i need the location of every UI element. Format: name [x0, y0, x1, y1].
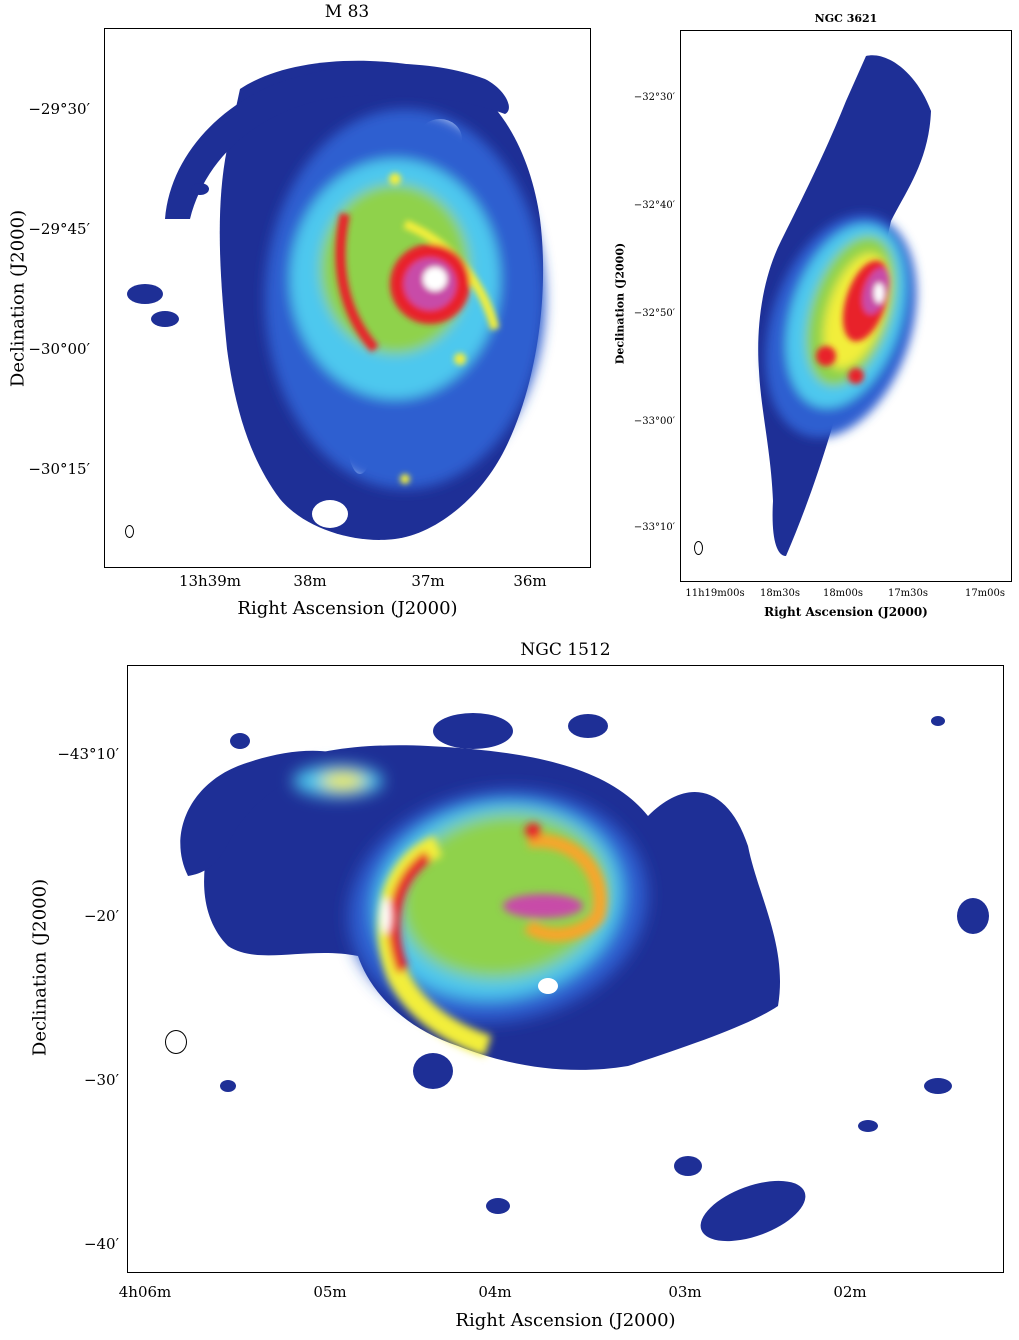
ngc3621-title: NGC 3621 [814, 12, 878, 25]
ngc1512-title: NGC 1512 [520, 640, 611, 660]
ngc1512-ylabel: Declination (J2000) [29, 878, 51, 1057]
m83-ytick-1: −29°30′ [28, 100, 90, 118]
m83-title: M 83 [324, 2, 370, 22]
ngc1512-xtick-1: 4h06m [118, 1283, 172, 1301]
m83-xtick-4: 36m [513, 572, 547, 590]
ngc1512-hi-map [180, 713, 989, 1242]
ngc3621-panel: NGC 3621 −32°30′ −32°40′ [610, 0, 1019, 630]
ngc1512-beam-ellipse [165, 1030, 187, 1054]
ngc1512-panel: NGC 1512 [0, 635, 1019, 1340]
ngc3621-ytick-3: −32°50′ [633, 308, 675, 319]
ngc3621-ytick-4: −33°00′ [633, 416, 675, 427]
m83-hi-map [127, 60, 545, 540]
ngc1512-xtick-5: 02m [833, 1283, 867, 1301]
m83-image [104, 28, 591, 568]
m83-ytick-3: −30°00′ [28, 340, 90, 358]
ngc1512-xtick-3: 04m [478, 1283, 512, 1301]
ngc3621-xtick-3: 18m00s [822, 588, 864, 599]
ngc1512-ytick-2: −20′ [83, 907, 119, 925]
ngc3621-xlabel: Right Ascension (J2000) [764, 605, 928, 619]
ngc3621-xtick-1: 11h19m00s [685, 588, 745, 599]
m83-xlabel: Right Ascension (J2000) [237, 598, 458, 619]
m83-panel: M 83 [0, 0, 610, 630]
ngc1512-xtick-4: 03m [668, 1283, 702, 1301]
m83-beam-ellipse [125, 525, 134, 538]
m83-xtick-2: 38m [293, 572, 327, 590]
m83-ylabel: Declination (J2000) [7, 209, 29, 388]
ngc3621-ylabel: Declination (J2000) [613, 242, 627, 365]
ngc3621-beam-ellipse [694, 541, 703, 555]
m83-ytick-4: −30°15′ [28, 460, 90, 478]
ngc1512-ytick-1: −43°10′ [57, 745, 119, 763]
ngc1512-ytick-4: −40′ [83, 1235, 119, 1253]
ngc3621-xtick-4: 17m30s [887, 588, 929, 599]
ngc3621-ytick-1: −32°30′ [633, 92, 675, 103]
m83-ytick-2: −29°45′ [28, 220, 90, 238]
ngc3621-ytick-5: −33°10′ [633, 522, 675, 533]
ngc3621-xtick-5: 17m00s [964, 588, 1006, 599]
ngc3621-hi-map [758, 55, 931, 556]
ngc1512-xlabel: Right Ascension (J2000) [455, 1310, 676, 1331]
ngc3621-ytick-2: −32°40′ [633, 200, 675, 211]
ngc1512-ytick-3: −30′ [83, 1071, 119, 1089]
ngc1512-xtick-2: 05m [313, 1283, 347, 1301]
m83-xtick-3: 37m [411, 572, 445, 590]
m83-xtick-1: 13h39m [178, 572, 242, 590]
ngc3621-image [680, 30, 1012, 582]
ngc3621-xtick-2: 18m30s [759, 588, 801, 599]
ngc1512-image [127, 665, 1004, 1273]
